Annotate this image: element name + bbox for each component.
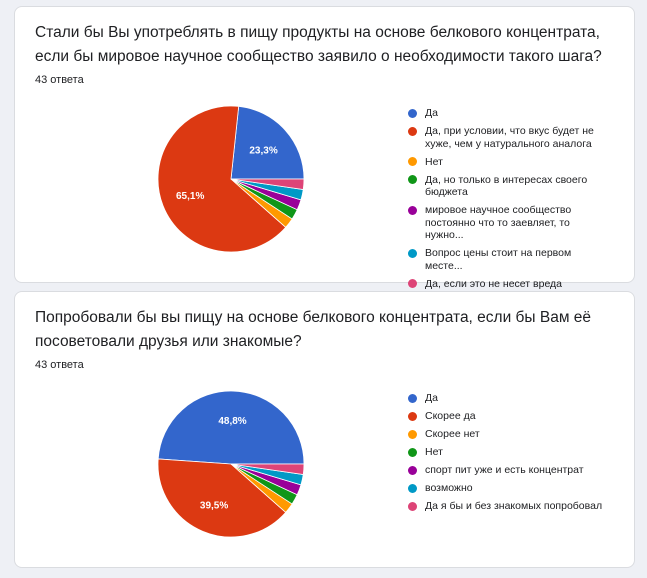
pie-slice (157, 458, 287, 538)
legend-swatch (408, 411, 417, 421)
pie-slice (230, 463, 305, 475)
question-card-2: Попробовали бы вы пищу на основе белково… (14, 291, 635, 568)
pie-chart: 48,8% 39,5% (157, 390, 305, 538)
legend-swatch (408, 205, 417, 215)
chart-legend: Да Да, при условии, что вкус будет не хуж… (408, 107, 608, 308)
legend-swatch (408, 465, 417, 475)
legend-label: Да я бы и без знакомых попробовал (425, 500, 603, 512)
legend-label: Да (425, 392, 438, 404)
legend-item: Да (408, 392, 608, 405)
pie-slice (157, 390, 305, 465)
legend-label: мировое научное сообщество постоянно что… (425, 204, 572, 241)
legend-swatch (408, 248, 417, 258)
legend-label: Скорее нет (425, 428, 480, 440)
legend-label: спорт пит уже и есть концентрат (425, 464, 584, 476)
legend-item: Нет (408, 156, 608, 169)
legend-label: Да, при условии, что вкус будет не хуже,… (425, 125, 594, 150)
legend-label: Вопрос цены стоит на первом месте... (425, 247, 572, 272)
legend-label: Нет (425, 155, 443, 168)
response-count: 43 ответа (35, 359, 84, 371)
legend-item: Нет (408, 446, 608, 459)
question-title: Попробовали бы вы пищу на основе белково… (35, 309, 592, 350)
slice-data-label: 23,3% (249, 146, 277, 157)
pie-slice (230, 105, 305, 180)
slice-data-label: 48,8% (218, 416, 246, 427)
question-card-1: Стали бы Вы употреблять в пищу продукты … (14, 6, 635, 302)
pie-slice (157, 105, 287, 253)
legend-swatch (408, 175, 417, 184)
legend-label: возможно (425, 482, 473, 494)
legend-item: возможно (408, 482, 608, 495)
legend-item: Скорее нет (408, 428, 608, 441)
legend-swatch (408, 157, 417, 166)
legend-swatch (408, 429, 417, 439)
legend-item: Да я бы и без знакомых попробовал (408, 500, 608, 513)
legend-swatch (408, 126, 417, 136)
legend-swatch (408, 483, 417, 493)
slice-data-label: 39,5% (200, 500, 228, 511)
legend-item: Да, но только в интересах своего бюджета (408, 174, 608, 199)
legend-item: спорт пит уже и есть концентрат (408, 464, 608, 477)
legend-item: Да, при условии, что вкус будет не хуже,… (408, 125, 608, 150)
legend-swatch (408, 279, 417, 288)
question-title: Стали бы Вы употреблять в пищу продукты … (35, 24, 602, 65)
legend-label: Да (425, 107, 438, 119)
legend-swatch (408, 501, 417, 511)
legend-swatch (408, 393, 417, 403)
legend-item: мировое научное сообщество постоянно что… (408, 204, 608, 242)
slice-data-label: 65,1% (176, 191, 204, 202)
legend-swatch (408, 108, 417, 118)
pie-slice (230, 178, 305, 190)
legend-label: Да, но только в интересах своего бюджета (425, 173, 588, 199)
legend-label: Нет (425, 446, 443, 458)
legend-item: Вопрос цены стоит на первом месте... (408, 247, 608, 272)
legend-swatch (408, 447, 417, 457)
legend-item: Скорее да (408, 410, 608, 423)
pie-chart: 23,3% 65,1% (157, 105, 305, 253)
legend-label: Скорее да (425, 410, 476, 422)
chart-legend: Да Скорее да Скорее нет Нет спорт пит уже и … (408, 392, 608, 518)
legend-item: Да (408, 107, 608, 120)
response-count: 43 ответа (35, 74, 84, 86)
